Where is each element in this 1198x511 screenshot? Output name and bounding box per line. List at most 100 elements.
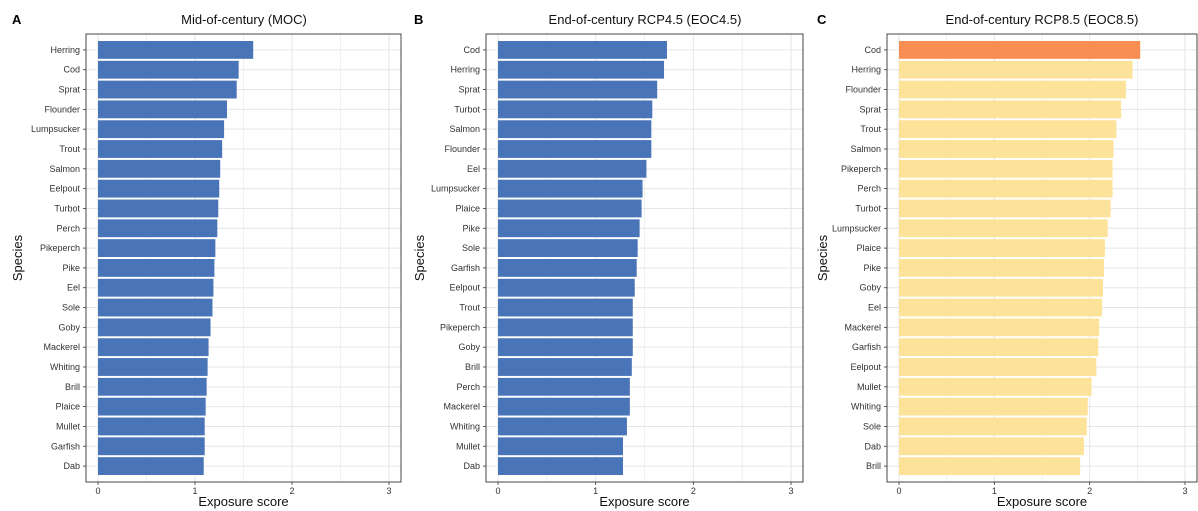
bar-b-pike <box>498 219 640 238</box>
y-tick-label-b: Pike <box>462 223 480 233</box>
chart-a: Herring Cod Sprat Flounder Lumpsucker Trout Sa… <box>10 12 402 509</box>
y-tick-label-b: Herring <box>450 65 480 75</box>
y-tick-label-b: Dab <box>463 461 480 471</box>
panel-letter-c: C <box>817 12 827 27</box>
bar-c-dab <box>899 437 1084 456</box>
y-tick-label-c: Trout <box>860 124 881 134</box>
bar-c-mullet <box>899 377 1092 396</box>
bar-c-salmon <box>899 140 1114 158</box>
y-tick-label-c: Pikeperch <box>841 164 881 174</box>
bar-b-dab <box>498 457 624 476</box>
y-tick-label-c: Flounder <box>845 85 881 95</box>
y-tick-label-a: Flounder <box>44 104 80 114</box>
y-axis-title-b: Species <box>412 234 427 281</box>
y-axis-title-c: Species <box>815 234 830 281</box>
x-tick-label-b: 3 <box>788 486 793 496</box>
bar-b-eel <box>498 159 647 178</box>
y-tick-label-a: Trout <box>59 144 80 154</box>
x-tick-label-a: 3 <box>386 486 391 496</box>
panel-b: Cod Herring Sprat Turbot Salmon Flounder Eel Lu… <box>402 0 805 511</box>
bar-c-lumpsucker <box>899 219 1108 238</box>
y-axis-title-a: Species <box>10 234 25 281</box>
bar-c-turbot <box>899 199 1111 218</box>
bar-a-brill <box>98 377 207 396</box>
y-tick-label-c: Lumpsucker <box>832 223 881 233</box>
bar-a-whiting <box>98 358 208 376</box>
y-tick-label-a: Mackerel <box>43 342 80 352</box>
x-tick-label-a: 1 <box>192 486 197 496</box>
y-tick-label-c: Salmon <box>850 144 881 154</box>
bar-a-salmon <box>98 159 221 178</box>
y-tick-label-b: Brill <box>465 362 480 372</box>
plot-frame-b <box>485 33 804 483</box>
y-tick-label-a: Goby <box>58 322 80 332</box>
bar-a-eel <box>98 278 214 297</box>
bar-b-flounder <box>498 140 652 158</box>
panel-letter-a: A <box>12 12 22 27</box>
bar-a-lumpsucker <box>98 120 225 139</box>
bar-b-brill <box>498 358 632 376</box>
bar-c-cod <box>899 40 1141 59</box>
y-tick-label-c: Sole <box>863 421 881 431</box>
x-axis-title-c: Exposure score <box>997 494 1087 509</box>
bar-a-pike <box>98 258 215 277</box>
y-tick-label-a: Turbot <box>54 203 80 213</box>
bar-c-eel <box>899 298 1103 317</box>
bar-a-turbot <box>98 199 219 218</box>
x-tick-label-b: 0 <box>495 486 500 496</box>
y-tick-label-b: Trout <box>459 303 480 313</box>
bar-c-eelpout <box>899 358 1097 376</box>
y-tick-label-a: Cod <box>63 65 80 75</box>
y-tick-label-a: Sole <box>62 303 80 313</box>
x-axis-title-b: Exposure score <box>599 494 689 509</box>
y-tick-label-c: Dab <box>864 441 881 451</box>
bar-b-cod <box>498 40 667 59</box>
bar-b-herring <box>498 60 665 79</box>
x-tick-label-b: 2 <box>691 486 696 496</box>
bar-b-mackerel <box>498 397 630 416</box>
y-tick-label-c: Herring <box>851 65 881 75</box>
bar-c-brill <box>899 457 1081 476</box>
y-tick-label-b: Cod <box>463 45 480 55</box>
y-tick-label-b: Turbot <box>454 104 480 114</box>
y-tick-label-c: Whiting <box>851 402 881 412</box>
bar-a-plaice <box>98 397 206 416</box>
bar-b-perch <box>498 377 630 396</box>
bar-c-mackerel <box>899 318 1100 337</box>
y-tick-label-a: Brill <box>65 382 80 392</box>
x-tick-label-c: 0 <box>896 486 901 496</box>
y-tick-label-c: Cod <box>864 45 881 55</box>
y-tick-label-c: Garfish <box>852 342 881 352</box>
y-tick-label-c: Goby <box>859 283 881 293</box>
bar-c-pike <box>899 258 1104 277</box>
bar-b-salmon <box>498 120 652 139</box>
y-tick-label-c: Brill <box>866 461 881 471</box>
y-tick-label-a: Sprat <box>58 85 80 95</box>
chart-c: Cod Herring Flounder Sprat Trout Salmon Pikepe… <box>815 12 1198 509</box>
bar-a-garfish <box>98 437 205 456</box>
y-tick-label-a: Mullet <box>56 421 81 431</box>
bar-b-whiting <box>498 417 627 436</box>
bar-b-lumpsucker <box>498 179 643 198</box>
panel-letter-b: B <box>414 12 423 27</box>
bar-a-mullet <box>98 417 205 436</box>
bar-a-goby <box>98 318 211 337</box>
bar-a-mackerel <box>98 338 209 357</box>
y-tick-label-b: Goby <box>458 342 480 352</box>
y-tick-label-a: Pikeperch <box>40 243 80 253</box>
y-tick-label-b: Eelpout <box>449 283 480 293</box>
y-tick-label-c: Perch <box>857 184 881 194</box>
bar-b-turbot <box>498 100 653 119</box>
bar-b-plaice <box>498 199 642 218</box>
bar-b-sprat <box>498 80 658 99</box>
y-tick-label-a: Lumpsucker <box>31 124 80 134</box>
panel-a: Herring Cod Sprat Flounder Lumpsucker Trout Sa… <box>0 0 402 511</box>
bar-c-trout <box>899 120 1117 139</box>
x-tick-label-a: 0 <box>95 486 100 496</box>
y-tick-label-a: Salmon <box>49 164 80 174</box>
bar-c-sole <box>899 417 1087 436</box>
y-tick-label-c: Sprat <box>859 104 881 114</box>
bar-b-sole <box>498 239 638 258</box>
chart-title-a: Mid-of-century (MOC) <box>181 12 307 27</box>
bar-a-flounder <box>98 100 228 119</box>
